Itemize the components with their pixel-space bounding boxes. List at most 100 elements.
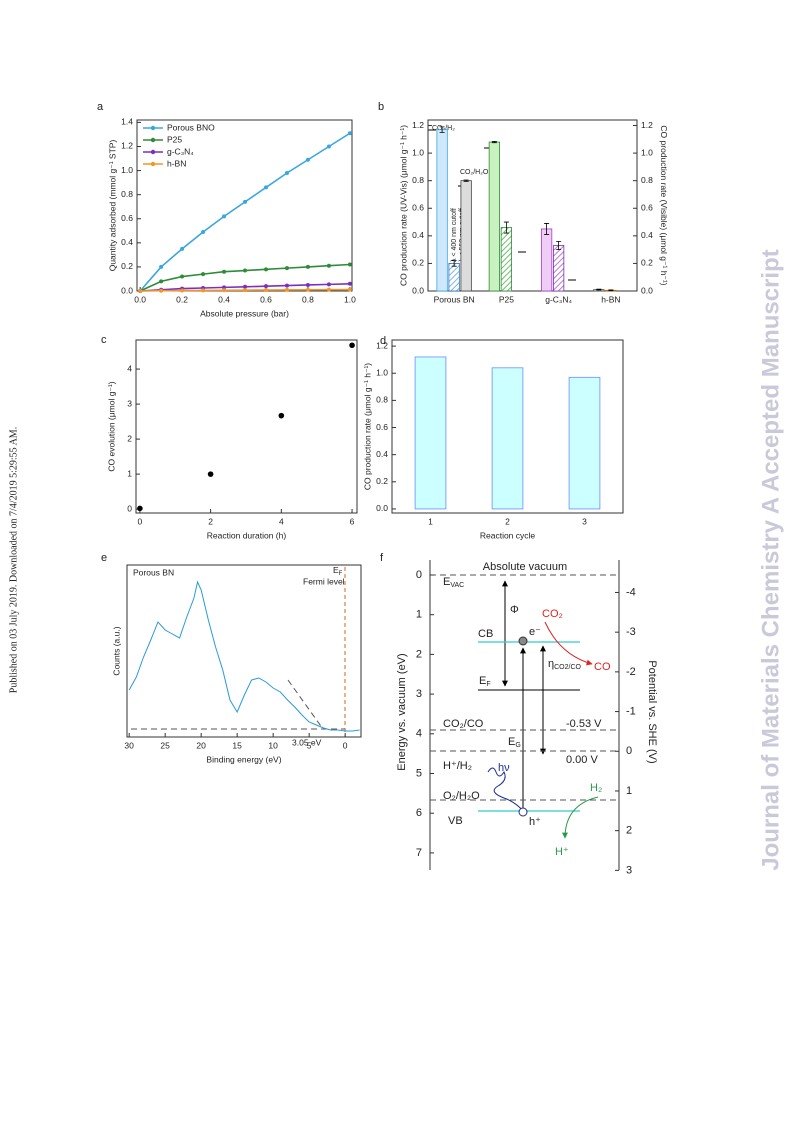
- y2-tick-label: 0.0: [641, 285, 653, 295]
- y-tick-label: 1.2: [121, 141, 133, 151]
- energy-diagram: Absolute vacuum EVAC Φ CB e⁻ CO₂ CO ηCO2…: [396, 560, 658, 870]
- y-tick-label: 0.8: [121, 189, 133, 199]
- y-tick-label: 1.0: [376, 367, 388, 377]
- x-tick-label: 2: [208, 516, 213, 526]
- y-tick-label: 0.4: [412, 230, 424, 240]
- tangent: [287, 679, 324, 730]
- panel-label: c: [101, 334, 107, 346]
- y2-tick-label: 3: [626, 864, 632, 876]
- data-point: [222, 288, 227, 293]
- series-line: [128, 580, 360, 732]
- y-tick-label: 0.8: [412, 175, 424, 185]
- series-line: [139, 132, 351, 292]
- y-tick-label: 5: [416, 767, 422, 779]
- data-point: [159, 279, 164, 284]
- legend-marker: [150, 125, 156, 131]
- error-bar: [608, 289, 614, 292]
- y-tick-label: 0.6: [376, 422, 388, 432]
- label: CB: [478, 628, 493, 640]
- y2-tick-label: 0.8: [641, 175, 653, 185]
- data-point: [243, 199, 248, 204]
- side-note: Published on 03 July 2019. Downloaded on…: [8, 427, 19, 693]
- y-axis-label: Counts (a.u.): [111, 626, 121, 675]
- axis-label: Energy vs. vacuum (eV): [396, 653, 408, 770]
- data-point: [284, 266, 289, 271]
- y2-tick-label: 1.0: [641, 147, 653, 157]
- y-tick-label: 1: [416, 609, 422, 621]
- y2-tick-label: 0.6: [641, 203, 653, 213]
- x-tick-label: 0: [343, 740, 348, 750]
- y-tick-label: 0.2: [412, 258, 424, 268]
- x-tick-label: 3: [582, 516, 587, 526]
- panel-label: d: [380, 335, 386, 347]
- error-bar: [491, 140, 497, 144]
- y-tick-label: 1: [127, 468, 132, 478]
- label: Absolute vacuum: [483, 561, 567, 573]
- y2-tick-label: 0.4: [641, 230, 653, 240]
- bar: [553, 245, 565, 292]
- y-tick-label: 0.0: [376, 503, 388, 513]
- error-bar: [556, 240, 562, 251]
- y-tick-label: 3: [416, 688, 422, 700]
- label: EF: [479, 675, 491, 688]
- data-point: [305, 264, 310, 269]
- data-point: [201, 288, 206, 293]
- label: e⁻: [529, 626, 541, 638]
- bar: [436, 129, 448, 292]
- label: VB: [448, 815, 463, 827]
- legend-marker: [150, 137, 156, 143]
- label: Φ: [510, 604, 519, 616]
- data-point: [222, 285, 227, 290]
- annotation: λ < 400 nm cutoff: [451, 208, 458, 262]
- bar: [448, 263, 460, 292]
- x-tick-label: 1.0: [344, 294, 356, 304]
- y-tick-label: 1.0: [121, 165, 133, 175]
- label: EVAC: [443, 576, 464, 589]
- data-point: [347, 262, 352, 267]
- bar: [491, 367, 524, 510]
- y-tick-label: 0.0: [412, 285, 424, 295]
- x-tick-label: 20: [196, 740, 206, 750]
- error-bar: [544, 223, 550, 235]
- watermark: Journal of Materials Chemistry A Accepte…: [757, 249, 784, 870]
- y-tick-label: 0: [127, 503, 132, 513]
- panel-label: b: [378, 101, 384, 113]
- bar: [414, 356, 447, 510]
- y2-tick-label: -4: [626, 586, 636, 598]
- data-point: [243, 284, 248, 289]
- data-point: [326, 144, 331, 149]
- data-point: [284, 283, 289, 288]
- data-point: [347, 287, 352, 292]
- data-point: [264, 284, 268, 289]
- data-point: [222, 214, 227, 219]
- label: 0.00 V: [566, 754, 598, 766]
- annotation: 3.05 eV: [292, 737, 322, 747]
- annotation: Porous BN: [133, 567, 174, 577]
- x-tick-label: 30: [124, 740, 134, 750]
- bar: [540, 228, 553, 292]
- y-tick-label: 0.4: [376, 449, 388, 459]
- error-bar: [503, 221, 509, 234]
- arrow: [562, 796, 599, 839]
- error-bar: [596, 288, 602, 291]
- data-point: [326, 287, 331, 292]
- y-axis-label: CO evolution (μmol g⁻¹): [106, 381, 116, 471]
- y2-tick-label: -3: [626, 626, 636, 638]
- x-tick-label: 5: [307, 740, 312, 750]
- annotation: CO₂/H₂: [432, 125, 455, 132]
- x-tick-label: Porous BN: [434, 294, 475, 304]
- label: ηCO2/CO: [548, 658, 582, 671]
- error-bar: [439, 126, 445, 133]
- legend-label: g-C₃N₄: [167, 146, 194, 156]
- arrow: [544, 621, 593, 666]
- legend-marker: [150, 149, 156, 155]
- data-point: [264, 288, 268, 293]
- y2-tick-label: 0: [626, 745, 632, 757]
- y-tick-label: 0.2: [121, 261, 133, 271]
- annotation: EF: [333, 565, 343, 576]
- x-tick-label: 6: [350, 516, 355, 526]
- x-tick-label: 10: [268, 740, 278, 750]
- y-tick-label: 1.0: [412, 147, 424, 157]
- plot-frame: [126, 564, 362, 738]
